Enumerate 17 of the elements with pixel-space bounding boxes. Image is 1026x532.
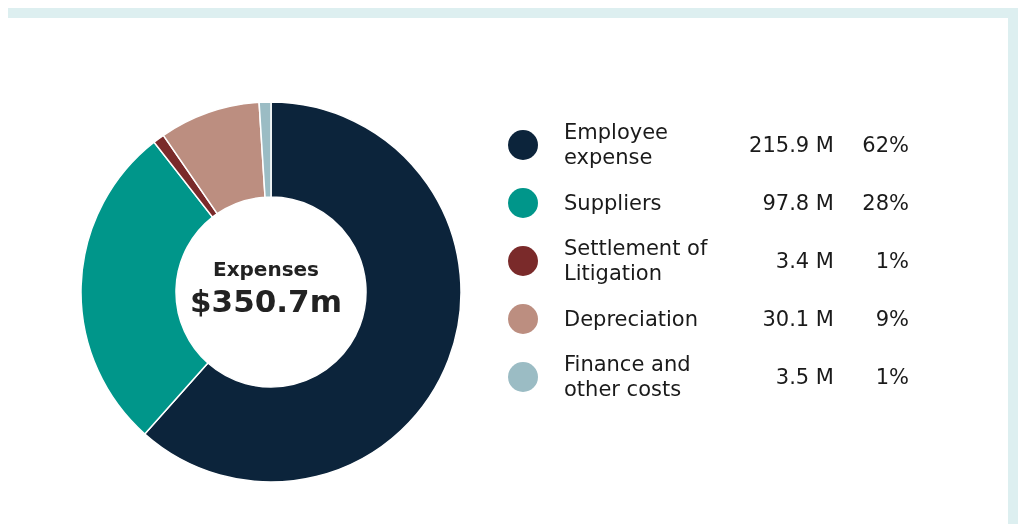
text: 1%: [874, 365, 909, 389]
data-label: 215.9 M: [748, 133, 834, 157]
data-label: 30.1 M: [761, 307, 834, 331]
text: 1%: [874, 249, 909, 273]
legend-label: Settlement of Litigation: [564, 236, 709, 286]
data-label: 3.5 M: [774, 365, 834, 389]
text: 9%: [874, 307, 909, 331]
data-label: 3.4 M: [774, 249, 834, 273]
text: 28%: [861, 191, 909, 215]
legend-label: Depreciation: [564, 306, 699, 332]
text: $350.7m: [189, 283, 343, 319]
legend-label: Employee expense: [564, 120, 669, 170]
text: 62%: [861, 133, 909, 157]
legend-label: Finance and other costs: [564, 352, 692, 402]
data-label: 97.8 M: [761, 191, 834, 215]
text: Expenses: [211, 257, 321, 281]
legend-label: Suppliers: [564, 190, 663, 216]
